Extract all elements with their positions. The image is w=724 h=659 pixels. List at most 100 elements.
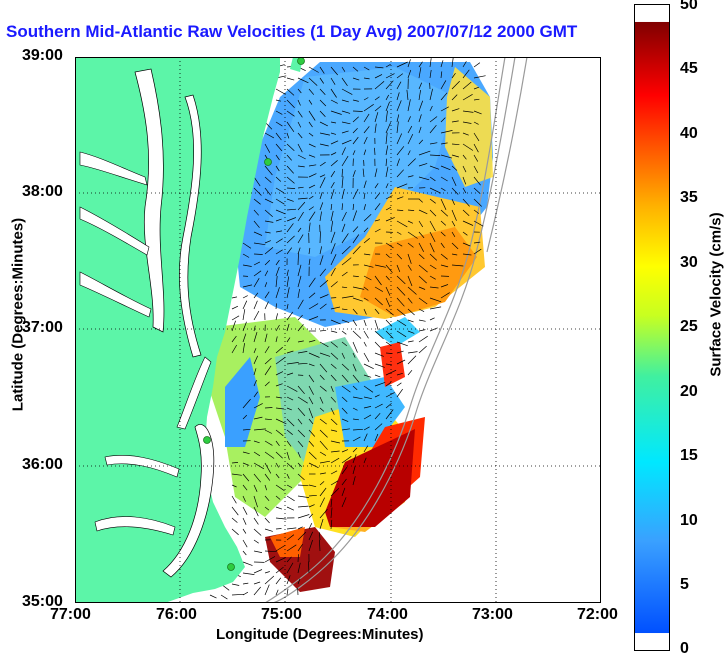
velocity-arrow	[242, 264, 252, 267]
velocity-arrow	[319, 460, 330, 464]
velocity-arrow	[275, 230, 283, 233]
velocity-arrow	[407, 297, 413, 304]
velocity-arrow	[330, 160, 338, 167]
velocity-arrow	[385, 341, 392, 346]
velocity-arrow	[418, 114, 422, 123]
velocity-arrow	[297, 544, 303, 552]
velocity-arrow	[407, 133, 414, 145]
velocity-arrow	[440, 130, 453, 134]
colorbar-tick-label: 15	[680, 447, 698, 464]
velocity-arrow	[385, 352, 393, 354]
velocity-arrow	[275, 484, 285, 491]
velocity-field	[205, 62, 493, 592]
velocity-arrow	[297, 227, 302, 233]
velocity-arrow	[352, 286, 365, 290]
velocity-arrow	[352, 465, 356, 475]
velocity-arrow	[330, 363, 337, 369]
velocity-arrow	[429, 58, 432, 68]
velocity-arrow	[264, 247, 274, 255]
velocity-arrow	[253, 569, 263, 574]
velocity-arrow	[341, 487, 346, 497]
velocity-arrow	[319, 329, 327, 332]
velocity-arrow	[429, 154, 441, 156]
velocity-arrow	[418, 139, 424, 145]
velocity-arrow	[363, 445, 369, 453]
velocity-arrow	[363, 204, 366, 211]
velocity-arrow	[352, 99, 359, 102]
velocity-arrow	[253, 451, 261, 457]
velocity-arrow	[341, 188, 345, 200]
velocity-arrow	[319, 418, 327, 425]
velocity-arrow	[308, 154, 316, 158]
velocity-arrow	[462, 154, 467, 160]
velocity-arrow	[374, 147, 376, 156]
velocity-arrow	[440, 220, 447, 226]
velocity-arrow	[451, 264, 464, 267]
velocity-arrow	[242, 539, 248, 548]
velocity-arrow	[275, 132, 282, 141]
velocity-arrow	[297, 385, 305, 395]
velocity-arrow	[396, 183, 408, 189]
velocity-arrow	[297, 418, 303, 425]
velocity-arrow	[286, 484, 293, 489]
velocity-arrow	[407, 340, 414, 343]
velocity-arrow	[275, 418, 287, 425]
velocity-arrow	[418, 61, 423, 68]
velocity-arrow	[352, 170, 356, 178]
colorbar-tick-label: 35	[680, 189, 698, 206]
velocity-arrow	[297, 340, 304, 343]
velocity-arrow	[253, 300, 258, 310]
land-area	[75, 57, 303, 603]
velocity-arrow	[275, 165, 280, 172]
velocity-arrow	[308, 429, 316, 437]
velocity-arrow	[374, 363, 385, 368]
velocity-arrow	[418, 89, 421, 101]
velocity-arrow	[264, 365, 272, 376]
velocity-arrow	[341, 341, 348, 347]
velocity-arrow	[374, 96, 380, 101]
velocity-arrow	[374, 275, 382, 286]
velocity-arrow	[473, 241, 481, 244]
velocity-arrow	[297, 314, 303, 321]
velocity-arrow	[242, 321, 247, 332]
velocity-arrow	[242, 451, 250, 455]
velocity-arrow	[330, 189, 335, 200]
velocity-arrow	[242, 300, 248, 310]
velocity-arrow	[253, 261, 261, 266]
velocity-arrow	[341, 99, 349, 103]
velocity-arrow	[286, 495, 295, 502]
velocity-arrow	[297, 88, 302, 94]
velocity-arrow	[286, 311, 294, 321]
velocity-arrow	[440, 92, 448, 101]
velocity-arrow	[231, 344, 238, 354]
velocity-arrow	[264, 282, 268, 288]
velocity-arrow	[385, 308, 394, 316]
velocity-arrow	[275, 238, 283, 244]
velocity-arrow	[440, 165, 451, 171]
velocity-arrow	[462, 242, 471, 247]
velocity-arrow	[264, 165, 273, 176]
velocity-arrow	[341, 374, 349, 383]
velocity-arrow	[352, 396, 363, 400]
velocity-arrow	[297, 275, 302, 288]
velocity-arrow	[374, 112, 379, 123]
velocity-arrow	[286, 165, 294, 174]
velocity-arrow	[264, 240, 271, 244]
velocity-arrow	[363, 275, 372, 281]
velocity-arrow	[396, 330, 407, 338]
velocity-arrow	[308, 247, 311, 255]
velocity-arrow	[319, 518, 324, 530]
velocity-arrow	[407, 242, 414, 248]
velocity-arrow	[363, 253, 371, 256]
velocity-arrow	[341, 385, 351, 393]
velocity-arrow	[429, 275, 436, 280]
velocity-arrow	[242, 561, 253, 566]
station-marker	[264, 158, 272, 166]
velocity-arrow	[297, 554, 299, 563]
velocity-arrow	[308, 407, 314, 419]
velocity-arrow	[286, 110, 295, 117]
velocity-arrow	[253, 440, 260, 444]
velocity-arrow	[374, 228, 381, 233]
colorbar	[634, 4, 670, 651]
velocity-arrow	[440, 142, 448, 145]
